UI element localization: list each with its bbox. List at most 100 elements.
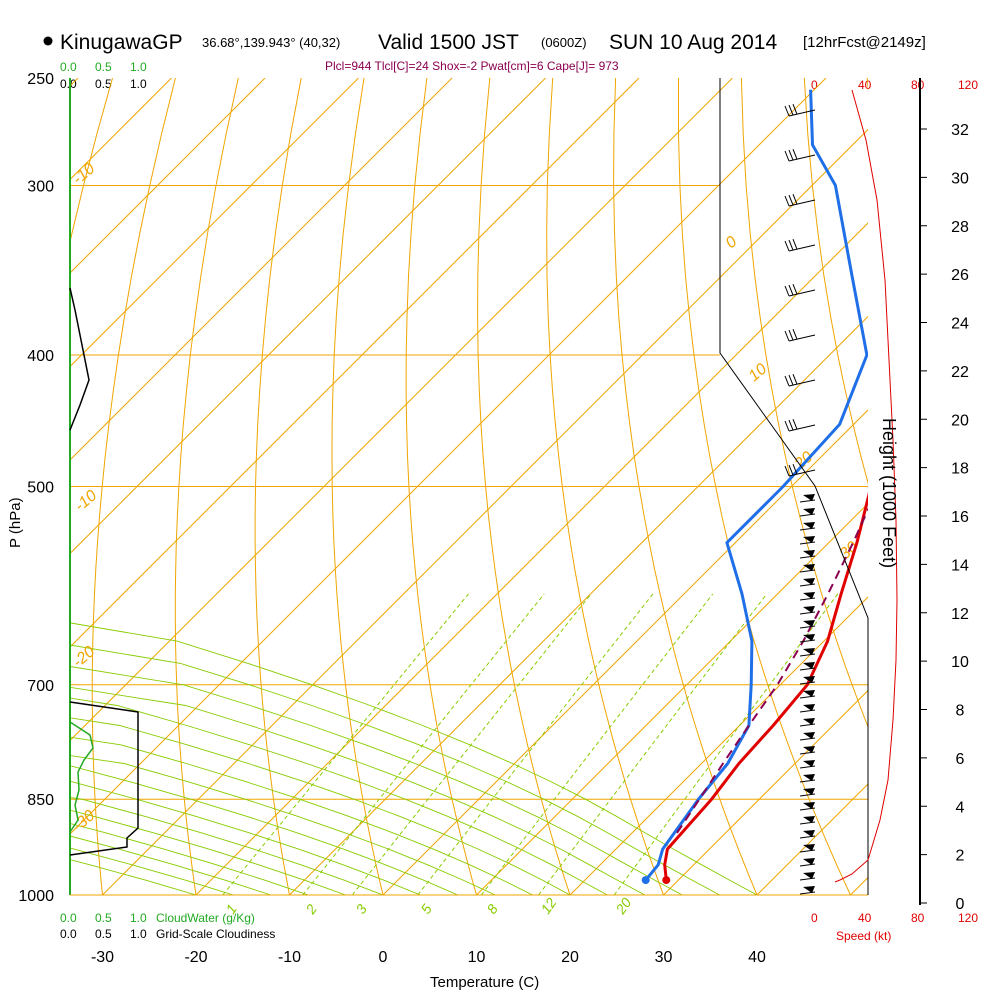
isotherm-label: -10 xyxy=(72,487,101,515)
wind-barb-icon xyxy=(799,760,816,769)
mixing-ratio-label: 20 xyxy=(612,895,635,918)
cloudwater-tick-bottom-0: 0.0 xyxy=(60,911,77,925)
pressure-tick-label: 300 xyxy=(27,178,54,195)
isotherm-line xyxy=(70,78,453,461)
wind-barb-icon xyxy=(799,746,816,755)
dry-adiabat-line xyxy=(930,78,1000,895)
cloudwater-tick-top-1: 0.5 xyxy=(95,60,112,74)
y-axis-label: P (hPa) xyxy=(7,497,24,548)
cloudiness-profile-upper xyxy=(69,287,90,431)
height-tick-label: 6 xyxy=(956,751,965,768)
mixing-ratio-line xyxy=(417,593,654,895)
isotherm-line xyxy=(476,502,868,895)
moist-adiabat-line xyxy=(70,755,496,895)
dry-adiabat-line xyxy=(477,78,571,895)
station-name: KinugawaGP xyxy=(60,31,183,54)
dry-adiabat-line xyxy=(91,78,176,895)
wind-barb-icon xyxy=(799,662,816,671)
cloudiness-profile-lower xyxy=(69,701,139,856)
moist-adiabat-line xyxy=(70,644,720,895)
dry-adiabat-line xyxy=(613,78,758,895)
wind-barb-icon xyxy=(799,816,816,825)
x-tick-label: 20 xyxy=(561,949,579,966)
speed-tick-bottom-2: 80 xyxy=(911,911,925,925)
height-tick-label: 0 xyxy=(956,896,965,913)
dry-adiabat-line xyxy=(405,78,477,895)
wind-barb-icon xyxy=(799,718,816,727)
dry-adiabat-line xyxy=(803,78,868,485)
mixing-ratio-label: 2 xyxy=(302,901,320,918)
wind-barb-icon xyxy=(784,464,816,477)
station-marker-icon xyxy=(43,36,53,46)
moist-adiabat-line xyxy=(70,765,458,895)
cloudwater-tick-bottom-2: 1.0 xyxy=(130,911,147,925)
moist-adiabat-line xyxy=(70,666,683,895)
cloudwater-tick-top-2: 1.0 xyxy=(130,60,147,74)
wind-barb-icon xyxy=(799,690,816,699)
x-tick-label: 40 xyxy=(748,949,766,966)
x-tick-label: -30 xyxy=(91,949,114,966)
wind-barb-icon xyxy=(799,830,816,839)
valid-time: Valid 1500 JST xyxy=(378,31,519,54)
speed-scale-bottom: 0 40 80 120 Speed (kt) xyxy=(811,911,978,943)
wind-barb-icon xyxy=(799,802,816,811)
height-tick-label: 14 xyxy=(951,557,969,574)
surface-dewpoint-dot xyxy=(641,876,650,885)
wind-barb-icon xyxy=(799,522,816,531)
isotherm-line xyxy=(195,222,868,895)
dry-adiabat-line xyxy=(993,78,1000,895)
wind-barb-icon xyxy=(784,419,816,432)
mixing-ratio-line xyxy=(302,593,545,895)
height-tick-label: 10 xyxy=(951,654,969,671)
cloudiness-axis-label: Grid-Scale Cloudiness xyxy=(156,927,275,941)
wind-barb-icon xyxy=(799,494,816,503)
wind-barb-icon xyxy=(799,620,816,629)
wind-barb-icon xyxy=(784,239,816,252)
cloudwater-tick-top-0: 0.0 xyxy=(60,60,77,74)
height-tick-label: 18 xyxy=(951,461,969,478)
height-tick-label: 32 xyxy=(951,122,969,139)
cloudiness-tick-bottom-1: 0.5 xyxy=(95,927,112,941)
cloudiness-tick-bottom-0: 0.0 xyxy=(60,927,77,941)
mixing-ratio-line xyxy=(538,593,768,895)
wind-barb-icon xyxy=(799,886,816,895)
moist-adiabat-line xyxy=(70,797,384,895)
isotherm-line xyxy=(70,78,827,835)
dry-adiabat-line xyxy=(546,78,664,895)
x-tick-label: -20 xyxy=(184,949,207,966)
isotherm-label: 0 xyxy=(723,233,741,252)
wind-barb-icon xyxy=(799,606,816,615)
wind-barb-icon xyxy=(784,284,816,297)
isotherm-line xyxy=(850,876,868,895)
wind-barb-icon xyxy=(799,634,816,643)
isotherm-line xyxy=(663,689,868,895)
speed-tick-top-1: 40 xyxy=(858,78,872,92)
cloudwater-profile xyxy=(69,721,94,833)
cloudiness-tick-top-0: 0.0 xyxy=(60,77,77,91)
speed-tick-top-2: 80 xyxy=(911,78,925,92)
moist-adiabat-line xyxy=(70,686,646,895)
wind-barb-icon xyxy=(799,704,816,713)
moist-adiabat-line xyxy=(70,736,533,895)
cloudiness-tick-top-2: 1.0 xyxy=(130,77,147,91)
wind-barb-icon xyxy=(784,329,816,342)
mixing-ratio-label: 5 xyxy=(417,901,435,917)
moist-adiabat-line xyxy=(70,809,346,895)
height-tick-label: 24 xyxy=(951,316,969,333)
wind-barb-icon xyxy=(799,550,816,559)
wind-barb-icon xyxy=(799,844,816,853)
mixing-ratio-line xyxy=(613,593,839,895)
wind-barb-icon xyxy=(799,536,816,545)
speed-axis-label: Speed (kt) xyxy=(836,929,891,943)
station-coords: 36.68°,139.943° (40,32) xyxy=(202,35,340,50)
temperature-line xyxy=(663,492,868,881)
isotherm-line xyxy=(70,78,546,555)
height-tick-label: 4 xyxy=(956,799,965,816)
pressure-tick-label: 400 xyxy=(27,348,54,365)
wind-barb-icon xyxy=(799,564,816,573)
wind-barb-icon xyxy=(799,578,816,587)
wind-barb-icon xyxy=(799,872,816,881)
x-tick-label: 0 xyxy=(379,949,388,966)
mixing-ratio-line xyxy=(480,593,714,895)
pressure-tick-label: 850 xyxy=(27,792,54,809)
